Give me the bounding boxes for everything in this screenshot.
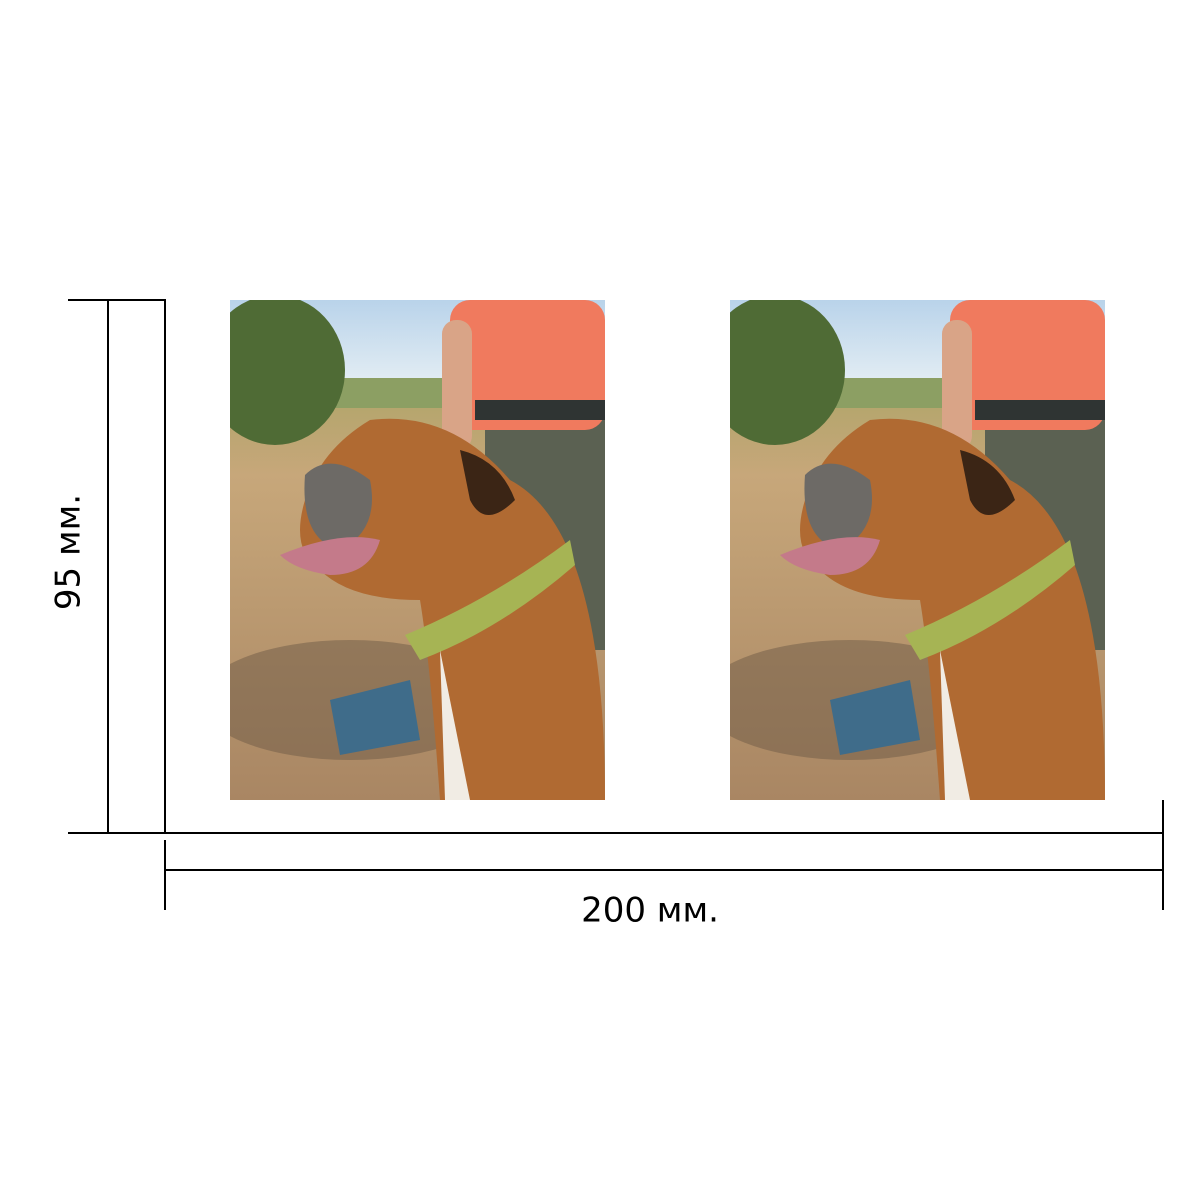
product-photo — [200, 295, 605, 800]
width-label: 200 мм. — [581, 891, 719, 931]
height-label: 95 мм. — [49, 494, 89, 610]
width-dimension — [164, 800, 1164, 910]
product-photo — [700, 295, 1105, 800]
height-dimension — [68, 299, 166, 834]
